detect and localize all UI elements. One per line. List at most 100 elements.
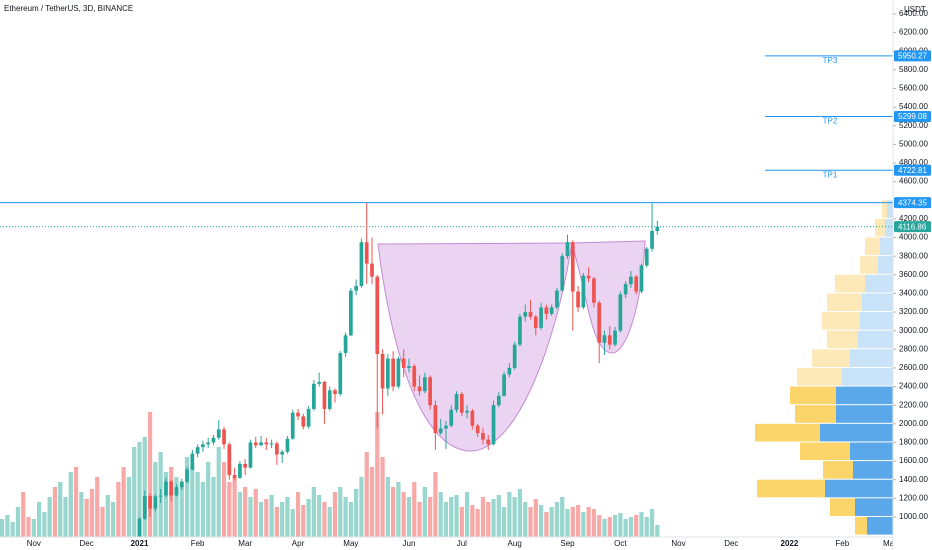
volume-bar bbox=[491, 499, 496, 537]
candle-body bbox=[322, 381, 327, 409]
volume-bar bbox=[137, 442, 142, 537]
candle-body bbox=[216, 429, 221, 438]
candle-body bbox=[290, 412, 295, 439]
volume-bar bbox=[438, 492, 443, 537]
price-tag-label: 5950.27 bbox=[898, 51, 927, 60]
volume-bar bbox=[507, 492, 512, 537]
volume-bar bbox=[295, 492, 301, 537]
volume-bar bbox=[570, 507, 575, 537]
y-tick-label: 4000.00 bbox=[899, 233, 928, 242]
profile-up bbox=[862, 293, 893, 312]
volume-bar bbox=[607, 517, 612, 537]
candle-body bbox=[555, 290, 559, 308]
volume-bar bbox=[332, 492, 338, 537]
candle-body bbox=[338, 353, 343, 395]
volume-bar bbox=[31, 519, 36, 537]
volume-bar bbox=[591, 509, 597, 537]
volume-bar bbox=[581, 512, 586, 537]
volume-bar bbox=[15, 507, 21, 537]
candle-body bbox=[586, 275, 591, 279]
candle-body bbox=[370, 263, 374, 277]
y-tick-label: 2400.00 bbox=[899, 382, 928, 391]
candle-body bbox=[243, 463, 248, 468]
candle-body bbox=[148, 496, 152, 509]
candle-body bbox=[444, 425, 448, 429]
volume-bar bbox=[385, 477, 390, 537]
profile-down bbox=[790, 386, 836, 405]
candle-body bbox=[211, 437, 216, 443]
candle-body bbox=[306, 408, 311, 427]
volume-bar bbox=[364, 452, 369, 537]
x-tick-label: Apr bbox=[292, 539, 305, 548]
volume-bar bbox=[602, 519, 607, 537]
volume-bar bbox=[575, 505, 581, 537]
profile-up bbox=[887, 200, 893, 218]
profile-down bbox=[800, 442, 850, 461]
volume-bar bbox=[84, 499, 89, 537]
profile-up bbox=[825, 479, 893, 498]
volume-bar bbox=[126, 477, 132, 537]
volume-bar bbox=[343, 497, 348, 537]
target-label: TP2 bbox=[823, 117, 838, 126]
y-tick-label: 1800.00 bbox=[899, 438, 928, 447]
candle-body bbox=[222, 429, 226, 445]
candle-body bbox=[185, 469, 189, 482]
volume-bar bbox=[618, 513, 623, 537]
candle-body bbox=[333, 390, 337, 395]
candle-body bbox=[459, 394, 464, 413]
price-axis bbox=[893, 0, 932, 550]
price-tag-label: 5299.08 bbox=[898, 112, 927, 121]
candle-body bbox=[549, 307, 554, 314]
candle-body bbox=[602, 335, 607, 343]
volume-bar bbox=[206, 462, 211, 537]
volume-bar bbox=[290, 509, 295, 537]
volume-bar bbox=[475, 509, 480, 537]
candle-body bbox=[401, 358, 406, 368]
candle-body bbox=[655, 226, 660, 232]
profile-down bbox=[795, 405, 836, 423]
volume-bar bbox=[163, 472, 169, 537]
volume-bar bbox=[380, 457, 385, 537]
volume-bar bbox=[269, 495, 274, 537]
volume-bar bbox=[184, 457, 190, 537]
candle-body bbox=[544, 307, 549, 314]
price-tags: 4722.81 5299.08 5950.27 4374.35 4116.86 bbox=[894, 50, 931, 233]
candle-body bbox=[158, 495, 163, 497]
candle-body bbox=[412, 366, 417, 387]
volume-bar bbox=[554, 502, 560, 537]
y-tick-label: 1400.00 bbox=[899, 475, 928, 484]
volume-bar bbox=[311, 487, 316, 537]
candles-layer bbox=[137, 202, 660, 537]
x-tick-label: Feb bbox=[191, 539, 205, 548]
x-tick-label: Dec bbox=[724, 539, 738, 548]
y-tick-label: 3000.00 bbox=[899, 326, 928, 335]
candle-body bbox=[296, 412, 300, 417]
volume-bar bbox=[533, 499, 538, 537]
x-tick-label: Mar bbox=[238, 539, 252, 548]
y-tick-label: 5800.00 bbox=[899, 65, 928, 74]
volume-bar bbox=[449, 497, 454, 537]
profile-up bbox=[853, 461, 893, 479]
profile-down bbox=[882, 200, 887, 218]
y-tick-label: 1000.00 bbox=[899, 512, 928, 521]
volume-bar bbox=[486, 502, 491, 537]
candle-body bbox=[496, 395, 501, 406]
y-tick-label: 2000.00 bbox=[899, 419, 928, 428]
candle-body bbox=[153, 496, 158, 509]
y-tick-label: 5400.00 bbox=[899, 102, 928, 111]
candle-body bbox=[454, 394, 459, 410]
volume-bar bbox=[422, 487, 427, 537]
candle-body bbox=[512, 344, 517, 368]
price-tag bbox=[894, 197, 931, 209]
volume-bar bbox=[417, 502, 422, 537]
volume-bar bbox=[623, 519, 628, 537]
volume-bar bbox=[649, 509, 655, 537]
volume-bar bbox=[21, 492, 26, 537]
profile-up bbox=[850, 349, 893, 367]
volume-bar bbox=[628, 517, 634, 537]
candle-body bbox=[502, 374, 506, 396]
profile-down bbox=[812, 349, 850, 367]
volume-bar bbox=[560, 497, 565, 537]
x-tick-label: Jun bbox=[403, 539, 416, 548]
